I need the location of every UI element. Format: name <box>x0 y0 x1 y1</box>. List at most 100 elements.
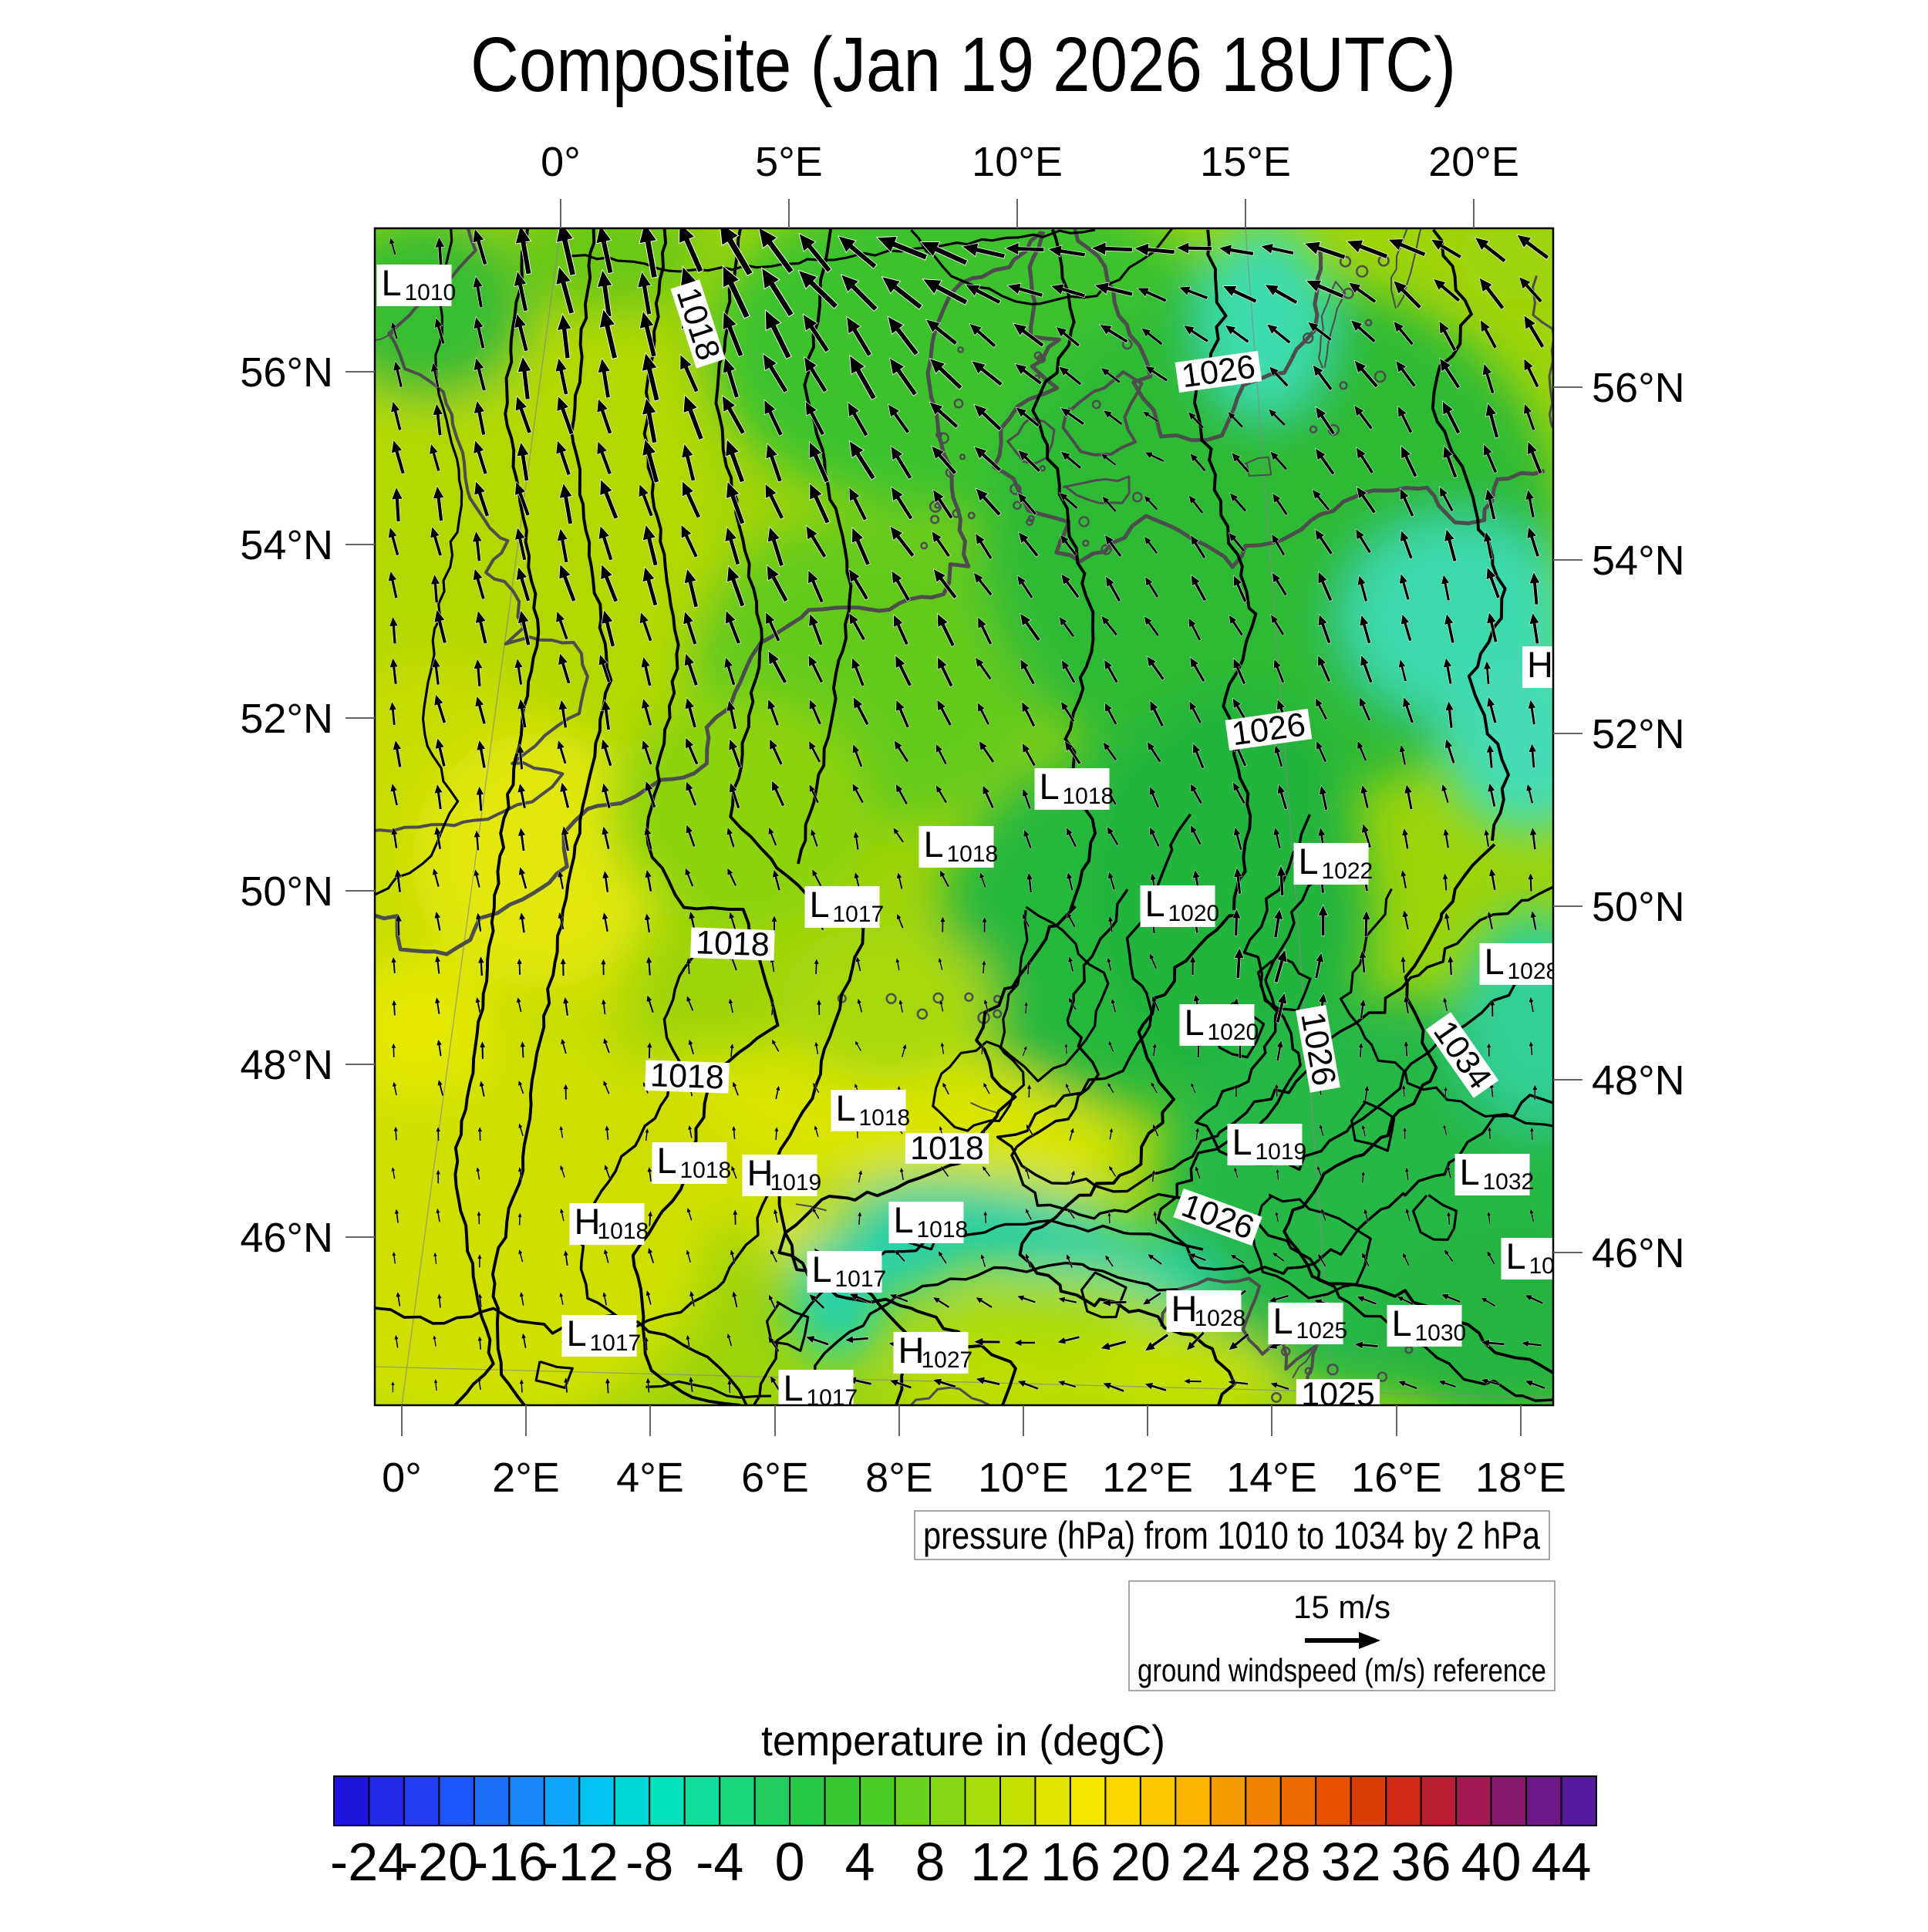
svg-text:L: L <box>567 1313 587 1354</box>
svg-text:H: H <box>1527 644 1553 685</box>
svg-text:1010: 1010 <box>405 280 457 305</box>
svg-text:1019: 1019 <box>770 1170 822 1195</box>
svg-text:54°N: 54°N <box>240 522 333 568</box>
svg-text:16°E: 16°E <box>1351 1455 1442 1501</box>
svg-text:46°N: 46°N <box>240 1215 333 1261</box>
svg-text:48°N: 48°N <box>1592 1057 1685 1104</box>
svg-text:36: 36 <box>1391 1832 1451 1892</box>
svg-text:L: L <box>812 1249 832 1290</box>
svg-text:24: 24 <box>1181 1832 1241 1892</box>
svg-text:1027: 1027 <box>922 1347 973 1373</box>
svg-text:1017: 1017 <box>807 1385 858 1411</box>
svg-text:-24: -24 <box>330 1832 408 1892</box>
svg-text:1018: 1018 <box>910 1130 984 1167</box>
svg-text:20: 20 <box>1111 1832 1171 1892</box>
svg-text:6°E: 6°E <box>741 1455 809 1501</box>
svg-text:1025: 1025 <box>1296 1318 1348 1344</box>
svg-text:L: L <box>894 1199 914 1240</box>
svg-text:32: 32 <box>1321 1832 1381 1892</box>
svg-text:1018: 1018 <box>598 1219 649 1244</box>
svg-text:1018: 1018 <box>680 1158 732 1183</box>
svg-text:L: L <box>1273 1300 1293 1341</box>
svg-text:L: L <box>1232 1121 1252 1162</box>
svg-text:L: L <box>1485 941 1505 982</box>
svg-text:1017: 1017 <box>833 902 885 927</box>
svg-text:46°N: 46°N <box>1592 1230 1685 1276</box>
svg-text:1018: 1018 <box>1063 784 1114 809</box>
svg-text:0°: 0° <box>382 1455 422 1501</box>
svg-text:1032: 1032 <box>1483 1169 1535 1195</box>
svg-text:L: L <box>1506 1236 1526 1276</box>
svg-text:20°E: 20°E <box>1428 139 1519 185</box>
svg-text:4°E: 4°E <box>616 1455 684 1501</box>
svg-text:10°E: 10°E <box>978 1455 1069 1501</box>
svg-text:10°E: 10°E <box>972 139 1063 185</box>
svg-text:L: L <box>382 262 402 303</box>
svg-text:14°E: 14°E <box>1226 1455 1317 1501</box>
svg-text:1018: 1018 <box>947 841 999 867</box>
svg-text:-8: -8 <box>625 1832 673 1892</box>
svg-text:1028: 1028 <box>1195 1306 1246 1331</box>
svg-text:0: 0 <box>775 1832 805 1892</box>
svg-text:1020: 1020 <box>1208 1020 1259 1045</box>
svg-text:Composite (Jan 19 2026 18UTC): Composite (Jan 19 2026 18UTC) <box>470 22 1456 108</box>
svg-text:1018: 1018 <box>859 1105 911 1131</box>
svg-text:1020: 1020 <box>1168 901 1220 926</box>
svg-text:1018: 1018 <box>917 1217 969 1242</box>
svg-text:52°N: 52°N <box>240 696 333 742</box>
svg-text:28: 28 <box>1251 1832 1311 1892</box>
svg-text:L: L <box>657 1140 677 1181</box>
svg-text:H: H <box>575 1201 601 1242</box>
svg-text:L: L <box>836 1087 856 1128</box>
svg-text:L: L <box>1185 1002 1205 1043</box>
svg-text:1019: 1019 <box>1256 1139 1307 1165</box>
svg-text:103: 103 <box>1529 1253 1568 1279</box>
svg-text:0°: 0° <box>541 139 581 185</box>
svg-text:1025: 1025 <box>1301 1376 1375 1413</box>
svg-text:H: H <box>747 1152 774 1193</box>
svg-text:L: L <box>810 884 830 925</box>
svg-text:L: L <box>1392 1303 1412 1344</box>
svg-text:15 m/s: 15 m/s <box>1293 1589 1390 1625</box>
svg-text:48°N: 48°N <box>240 1042 333 1088</box>
svg-text:50°N: 50°N <box>1592 884 1685 930</box>
svg-text:temperature in (degC): temperature in (degC) <box>761 1716 1165 1765</box>
svg-text:-12: -12 <box>541 1832 619 1892</box>
svg-text:L: L <box>1299 841 1319 882</box>
svg-text:1018: 1018 <box>649 1057 724 1096</box>
svg-text:52°N: 52°N <box>1592 711 1685 757</box>
svg-text:-20: -20 <box>400 1832 478 1892</box>
svg-text:12°E: 12°E <box>1102 1455 1193 1501</box>
svg-text:ground windspeed (m/s) referen: ground windspeed (m/s) reference <box>1138 1652 1546 1688</box>
svg-text:54°N: 54°N <box>1592 538 1685 584</box>
svg-text:1030: 1030 <box>1415 1320 1467 1346</box>
svg-text:L: L <box>924 824 944 865</box>
svg-text:L: L <box>1460 1151 1480 1192</box>
svg-text:56°N: 56°N <box>240 349 333 396</box>
svg-text:18°E: 18°E <box>1475 1455 1566 1501</box>
svg-text:8: 8 <box>915 1832 945 1892</box>
svg-text:50°N: 50°N <box>240 868 333 915</box>
svg-text:-16: -16 <box>470 1832 548 1892</box>
svg-text:1022: 1022 <box>1322 858 1374 884</box>
svg-text:L: L <box>1145 883 1165 924</box>
svg-text:2°E: 2°E <box>492 1455 560 1501</box>
svg-text:56°N: 56°N <box>1592 365 1685 411</box>
svg-text:1018: 1018 <box>695 924 770 963</box>
svg-text:1017: 1017 <box>590 1330 642 1356</box>
svg-text:44: 44 <box>1532 1832 1592 1892</box>
svg-text:L: L <box>1040 766 1060 807</box>
svg-text:-4: -4 <box>696 1832 743 1892</box>
svg-text:16: 16 <box>1040 1832 1101 1892</box>
svg-text:pressure (hPa) from 1010 to 10: pressure (hPa) from 1010 to 1034 by 2 hP… <box>923 1514 1540 1557</box>
svg-text:40: 40 <box>1461 1832 1522 1892</box>
svg-text:8°E: 8°E <box>865 1455 933 1501</box>
svg-text:5°E: 5°E <box>755 139 823 185</box>
svg-text:4: 4 <box>845 1832 875 1892</box>
svg-text:L: L <box>784 1367 804 1408</box>
svg-text:12: 12 <box>970 1832 1030 1892</box>
svg-text:1028: 1028 <box>1508 959 1559 984</box>
svg-text:1017: 1017 <box>835 1266 887 1292</box>
svg-text:H: H <box>1171 1288 1198 1329</box>
svg-text:15°E: 15°E <box>1200 139 1291 185</box>
